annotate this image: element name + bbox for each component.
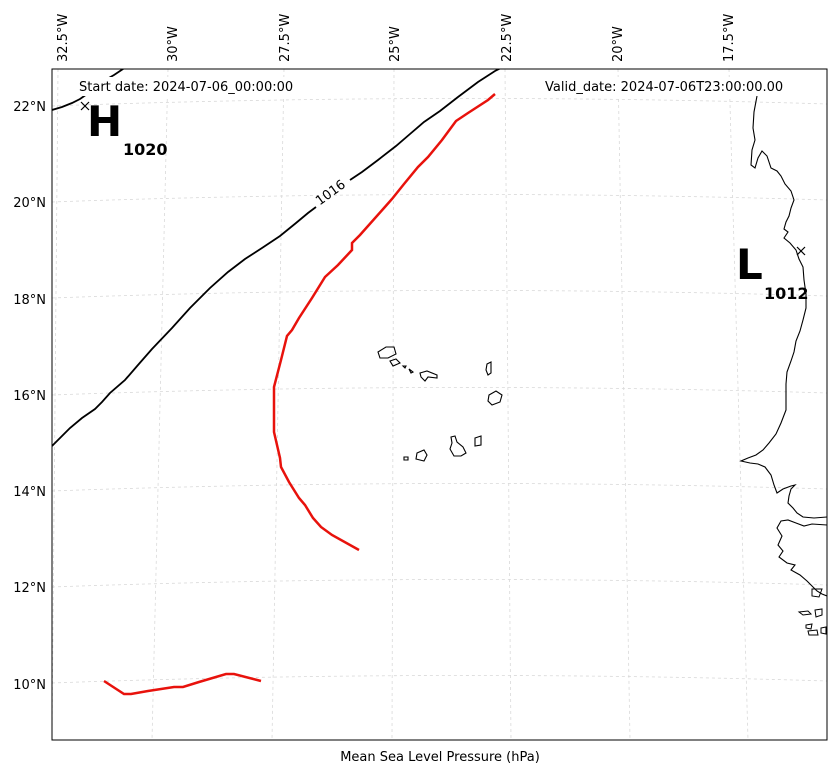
map-border [51,68,828,741]
high-value: 1020 [123,140,168,159]
meridian-22-5w [504,69,512,740]
meridian-25w [391,69,395,740]
low-center-marker [796,246,806,256]
bijagos-islands [797,588,827,636]
lat-label-14n: 14°N [13,485,46,500]
valid-date-label: Valid_date: 2024-07-06T23:00:00.00 [545,80,783,95]
lat-label-10n: 10°N [13,678,46,693]
parallel-18n [52,290,827,299]
island-santa-luzia [401,365,415,374]
lon-label-22-5w: 22.5°W [500,14,515,62]
island-sal [485,361,492,376]
island-boa-vista [487,390,503,406]
meridian-17-5w [728,69,749,740]
island-santiago [449,435,467,457]
lon-label-27-5w: 27.5°W [278,14,293,62]
island-santo-antao [377,346,397,359]
red-contour-south [103,672,262,696]
start-date-box [78,77,310,96]
start-date-label: Start date: 2024-07-06_00:00:00 [79,80,293,95]
lon-label-25w: 25°W [388,26,403,62]
lon-label-30w: 30°W [166,26,181,62]
parallel-12n [52,579,827,588]
high-center-marker [80,101,90,111]
parallel-10n [52,675,827,684]
lat-label-18n: 18°N [13,293,46,308]
guinea-coastline [776,519,827,597]
island-maio [474,435,482,447]
low-value: 1012 [764,284,809,303]
meridian-30w [151,69,169,740]
lon-label-20w: 20°W [611,26,626,62]
valid-date-box [543,77,802,96]
parallel-16n [52,387,827,396]
map-panel [52,69,827,740]
africa-coastline [739,95,827,519]
lon-label-17-5w: 17.5°W [722,14,737,62]
island-sao-vicente [389,358,401,367]
red-contour-main [272,93,496,552]
x-axis-label: Mean Sea Level Pressure (hPa) [340,750,540,765]
lat-label-20n: 20°N [13,196,46,211]
island-brava [403,456,409,461]
lon-label-32-5w: 32.5°W [56,14,71,62]
parallel-20n [52,194,827,203]
low-letter: L [736,240,763,289]
island-sao-nicolau [419,370,438,382]
lat-label-16n: 16°N [13,389,46,404]
graticule [52,69,827,740]
high-letter: H [87,97,122,146]
meridian-32-5w [52,69,59,740]
lat-label-12n: 12°N [13,581,46,596]
parallel-22n [52,98,827,107]
island-fogo [415,449,428,462]
meridian-27-5w [271,69,285,740]
lat-label-22n: 22°N [13,100,46,115]
parallel-14n [52,483,827,492]
cape-verde-islands [377,346,503,462]
meridian-20w [617,69,631,740]
